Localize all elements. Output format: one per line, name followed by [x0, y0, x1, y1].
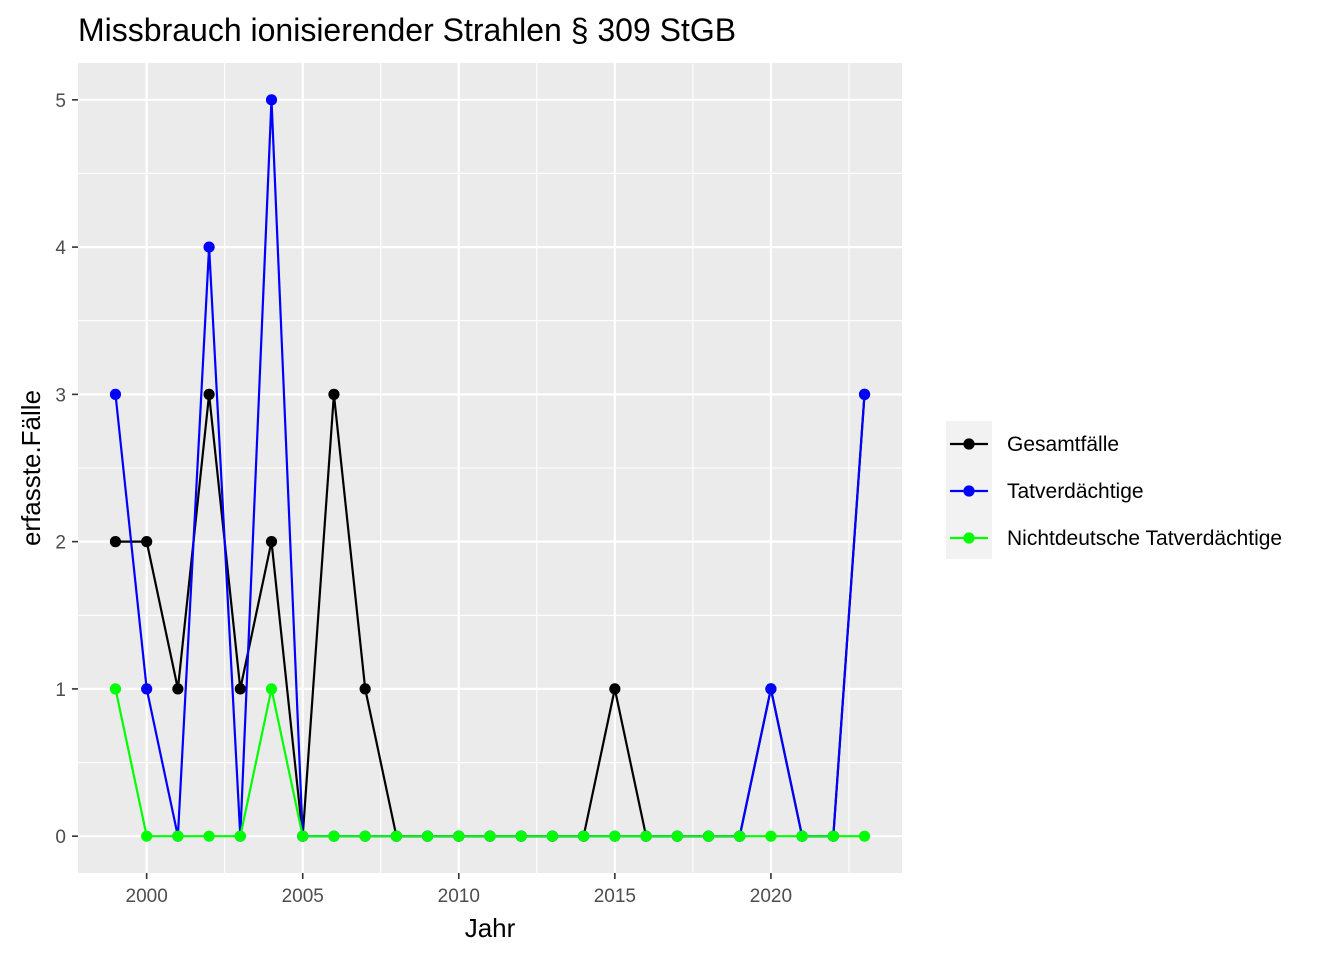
- data-point: [765, 683, 777, 695]
- data-point: [421, 830, 434, 842]
- legend-label: Tatverdächtige: [1007, 480, 1144, 503]
- data-point: [484, 830, 496, 842]
- y-tick-label: 3: [55, 385, 66, 406]
- data-point: [203, 388, 215, 400]
- legend-key-point: [963, 438, 975, 450]
- data-point: [702, 830, 715, 842]
- data-point: [203, 830, 215, 842]
- y-axis-title: erfasste.Fälle: [16, 390, 46, 546]
- legend-label: Gesamtfälle: [1007, 433, 1119, 456]
- data-point: [609, 830, 621, 842]
- y-tick-label: 4: [55, 238, 66, 259]
- y-tick-label: 2: [55, 533, 66, 554]
- data-point: [359, 830, 371, 842]
- legend: Gesamtfälle Tatverdächtige Nichtdeutsche T…: [946, 421, 1282, 559]
- data-point: [390, 830, 402, 842]
- x-axis-title: Jahr: [465, 913, 516, 943]
- data-point: [765, 830, 777, 842]
- chart-title: Missbrauch ionisierender Strahlen § 309 …: [78, 12, 736, 48]
- data-point: [234, 830, 246, 842]
- data-point: [609, 683, 621, 695]
- data-point: [265, 536, 278, 548]
- data-point: [109, 388, 122, 400]
- data-point: [141, 830, 153, 842]
- data-point: [297, 830, 309, 842]
- data-point: [359, 683, 371, 695]
- series-2: [109, 683, 871, 842]
- data-point: [796, 830, 808, 842]
- legend-key-point: [963, 532, 975, 544]
- y-tick-label: 1: [55, 680, 66, 701]
- data-point: [515, 830, 527, 842]
- data-point: [234, 683, 246, 695]
- x-tick-label: 2020: [750, 886, 792, 907]
- x-axis: 2000 2005 2010 2015 2020: [126, 873, 792, 907]
- data-point: [203, 241, 215, 253]
- data-point: [172, 830, 184, 842]
- data-point: [858, 388, 871, 400]
- data-point: [546, 830, 559, 842]
- y-tick-label: 5: [55, 91, 66, 112]
- data-point: [328, 830, 340, 842]
- legend-key-point: [963, 485, 975, 497]
- x-tick-label: 2000: [126, 886, 168, 907]
- data-point: [578, 830, 590, 842]
- data-point: [827, 830, 839, 842]
- data-point: [172, 683, 184, 695]
- data-point: [109, 536, 122, 548]
- series-layer: [109, 94, 871, 842]
- data-point: [265, 683, 278, 695]
- data-point: [141, 536, 153, 548]
- data-point: [734, 830, 746, 842]
- y-tick-label: 0: [55, 827, 66, 848]
- y-axis: 0 1 2 3 4 5: [55, 91, 78, 848]
- data-point: [328, 388, 340, 400]
- x-tick-label: 2005: [282, 886, 324, 907]
- legend-label: Nichtdeutsche Tatverdächtige: [1007, 527, 1282, 550]
- data-point: [265, 94, 278, 106]
- data-point: [109, 683, 122, 695]
- data-point: [858, 830, 871, 842]
- x-tick-label: 2010: [438, 886, 480, 907]
- minor-gridlines: [78, 63, 902, 873]
- x-tick-label: 2015: [594, 886, 636, 907]
- data-point: [453, 830, 465, 842]
- data-point: [141, 683, 153, 695]
- data-point: [671, 830, 683, 842]
- data-point: [640, 830, 652, 842]
